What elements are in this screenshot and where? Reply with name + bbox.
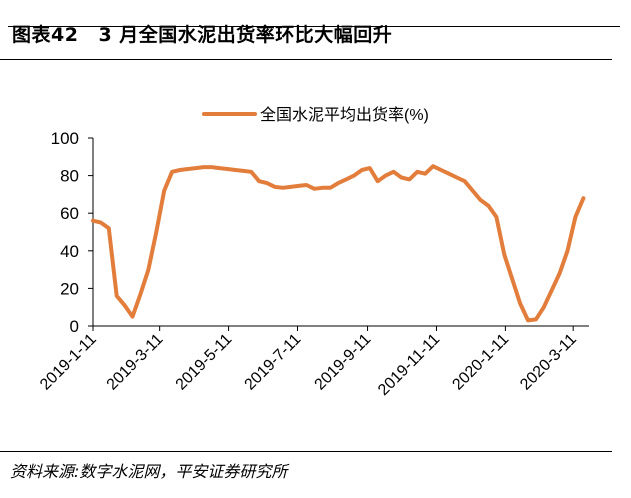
line-chart: 0 20 40 60 80 100 2019-1-11 2019-3-11 2019-5-11… — [37, 106, 589, 399]
data-point — [210, 166, 213, 168]
data-point — [519, 302, 521, 305]
data-point — [123, 304, 126, 307]
legend-label: 全国水泥平均出货率(%) — [260, 106, 429, 124]
data-point — [400, 176, 403, 179]
data-point — [108, 227, 110, 229]
data-point — [163, 189, 165, 192]
data-point — [550, 289, 553, 292]
data-point — [511, 278, 513, 280]
data-point — [297, 185, 300, 187]
x-tick-label: 2020-1-11 — [449, 331, 512, 394]
legend: 全国水泥平均出货率(%) — [202, 106, 429, 124]
header-bottom-rule — [0, 59, 612, 60]
x-tick-label: 2019-9-11 — [312, 331, 375, 394]
data-point — [289, 186, 292, 188]
data-point — [479, 199, 482, 201]
data-point — [337, 182, 340, 184]
data-point — [566, 250, 569, 252]
x-tick-label: 2019-11-11 — [375, 331, 443, 399]
data-point — [487, 204, 490, 207]
figure-title: 图表42 3 月全国水泥出货率环比大幅回升 — [12, 20, 392, 47]
data-point — [92, 219, 94, 222]
data-point — [274, 186, 276, 188]
data-point — [448, 172, 450, 175]
x-axis: 2019-1-11 2019-3-11 2019-5-11 2019-7-11 2019… — [37, 325, 589, 399]
data-point — [155, 231, 158, 233]
data-point — [250, 171, 252, 173]
data-point — [139, 293, 142, 295]
data-point — [282, 187, 284, 189]
data-point — [218, 167, 221, 169]
data-point — [440, 169, 442, 171]
data-point — [258, 180, 260, 182]
data-point — [416, 171, 419, 173]
x-tick-label: 2020-3-11 — [517, 331, 580, 394]
data-point — [503, 253, 506, 256]
data-point — [195, 167, 197, 169]
footer-rule — [0, 451, 612, 452]
data-point — [353, 174, 355, 177]
data-point — [242, 170, 245, 172]
data-point — [456, 176, 458, 179]
y-tick-label: 40 — [60, 242, 79, 261]
data-point — [392, 171, 395, 173]
x-tick-label: 2019-7-11 — [242, 331, 305, 394]
y-tick-label: 100 — [51, 129, 79, 148]
data-point — [376, 180, 379, 182]
data-point — [171, 171, 173, 173]
data-point — [369, 167, 371, 169]
y-tick-label: 0 — [70, 317, 79, 336]
data-point — [432, 165, 434, 167]
data-point — [558, 272, 561, 275]
data-point — [100, 221, 102, 224]
figure-header: 图表42 3 月全国水泥出货率环比大幅回升 — [8, 8, 620, 52]
y-axis: 0 20 40 60 80 100 — [51, 129, 94, 336]
data-point — [329, 187, 332, 189]
data-point — [187, 168, 189, 170]
data-point — [313, 188, 316, 190]
data-point — [179, 169, 181, 171]
data-point — [115, 295, 118, 297]
data-point — [408, 178, 411, 181]
data-point — [202, 166, 205, 168]
x-tick-label: 2019-1-11 — [37, 331, 100, 394]
data-point — [527, 319, 529, 322]
data-point — [543, 306, 545, 309]
data-point — [147, 268, 150, 271]
y-tick-label: 20 — [60, 279, 79, 298]
data-point — [321, 187, 324, 189]
data-point — [463, 180, 466, 182]
figure-title-text: 3 月全国水泥出货率环比大幅回升 — [98, 24, 393, 46]
x-tick-label: 2019-5-11 — [173, 331, 236, 394]
source-note: 资料来源:数字水泥网，平安证券研究所 — [10, 462, 288, 481]
x-tick-label: 2019-3-11 — [104, 331, 167, 394]
y-tick-label: 60 — [60, 204, 79, 223]
data-point — [471, 189, 474, 192]
data-point — [266, 182, 268, 184]
data-point — [131, 315, 134, 318]
figure-number: 图表42 — [12, 24, 79, 46]
data-point — [361, 169, 363, 171]
data-point — [495, 216, 498, 218]
y-tick-label: 80 — [60, 167, 79, 186]
data-point — [582, 197, 585, 199]
header-top-rule — [8, 26, 620, 27]
data-point — [226, 168, 229, 170]
data-point — [535, 318, 537, 321]
series-line — [91, 164, 586, 323]
data-point — [345, 178, 347, 181]
data-point — [424, 172, 427, 175]
data-point — [234, 169, 237, 171]
data-point — [384, 174, 387, 177]
data-point — [305, 184, 308, 186]
data-point — [574, 216, 577, 218]
